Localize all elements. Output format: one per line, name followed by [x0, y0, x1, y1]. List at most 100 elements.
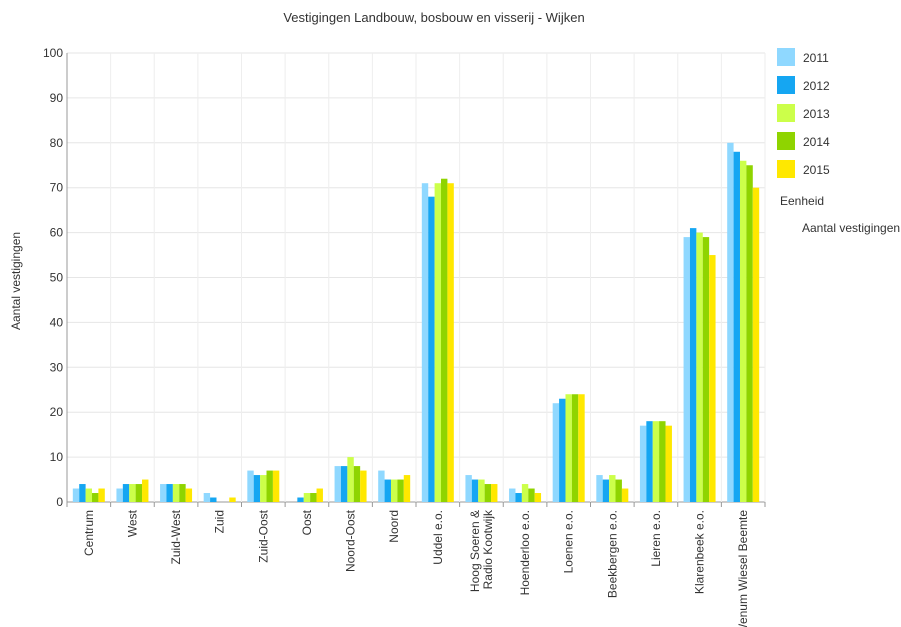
y-tick-label: 20 [50, 405, 64, 419]
y-tick-label: 60 [50, 226, 64, 240]
bar-2012-5 [297, 497, 304, 502]
x-tick-label: Lieren e.o. [649, 510, 663, 567]
bar-2012-15 [733, 151, 740, 502]
chart-title: Vestigingen Landbouw, bosbouw en visseri… [283, 10, 584, 25]
bar-2012-10 [515, 493, 522, 502]
y-tick-label: 10 [50, 450, 64, 464]
bar-2011-13 [639, 425, 647, 502]
y-tick-label: 40 [50, 315, 64, 329]
bar-2014-2 [179, 484, 186, 502]
bar-2014-8 [441, 178, 448, 502]
y-tick-label: 80 [50, 136, 64, 150]
bar-2011-0 [72, 488, 80, 502]
bar-2014-7 [397, 479, 404, 502]
bar-2013-14 [696, 232, 703, 502]
bar-2015-6 [360, 470, 367, 502]
x-tick-label: Zuid-West [169, 509, 183, 564]
legend-unit-heading: Eenheid [780, 194, 824, 208]
x-tick-label: Hoenderloo e.o. [518, 510, 532, 595]
bar-2013-11 [565, 394, 572, 502]
bar-2011-7 [378, 470, 385, 502]
bar-2015-13 [665, 425, 672, 502]
legend-swatch-2014 [777, 132, 795, 150]
x-tick-labels: Centrum West Zuid-West Zuid Zuid-Oost Oost Noo… [82, 509, 750, 627]
legend-swatch-2013 [777, 104, 795, 122]
bar-2014-13 [659, 421, 666, 502]
bar-2012-13 [646, 421, 653, 502]
bar-2012-8 [428, 196, 435, 502]
bar-2015-7 [403, 475, 411, 502]
bar-2015-1 [142, 479, 149, 502]
bar-2012-7 [384, 479, 391, 502]
y-axis-title: Aantal vestigingen [9, 232, 23, 330]
bar-2011-11 [552, 403, 560, 502]
bar-2013-13 [652, 421, 660, 502]
bar-2012-11 [559, 398, 566, 502]
y-tick-label: 90 [50, 91, 64, 105]
bar-2015-2 [185, 488, 193, 502]
y-tick-label: 70 [50, 181, 64, 195]
x-tick-label: Oost [300, 509, 314, 535]
bar-2013-6 [347, 457, 354, 502]
legend-swatch-2015 [777, 160, 795, 178]
bar-2013-7 [390, 479, 398, 502]
bar-2012-6 [340, 466, 348, 502]
bar-2015-4 [272, 470, 280, 502]
bar-2011-6 [334, 466, 341, 502]
bar-2011-8 [421, 183, 429, 502]
bar-2014-1 [135, 484, 143, 502]
bar-2014-4 [266, 470, 273, 502]
x-tick-label: Klarenbeek e.o. [693, 510, 707, 594]
bar-2011-14 [683, 237, 690, 502]
x-tick-label: Zuid [213, 510, 227, 533]
bar-2013-12 [609, 475, 616, 502]
x-tick-label: Wenum Wiesel Beemte [736, 510, 750, 627]
x-tick-label: West [125, 509, 139, 537]
bar-2012-9 [471, 479, 479, 502]
bar-2015-11 [578, 394, 585, 502]
bar-2013-15 [739, 160, 747, 502]
bar-2013-1 [129, 484, 136, 502]
bar-2015-9 [491, 484, 498, 502]
bar-2012-4 [253, 475, 261, 502]
legend-label-2013: 2013 [803, 107, 830, 121]
bar-2014-14 [702, 237, 710, 502]
bar-2014-6 [353, 466, 361, 502]
bar-2015-14 [709, 255, 716, 502]
bar-2014-0 [92, 493, 99, 502]
x-tick-label: Centrum [82, 510, 96, 556]
x-tick-label: Noord [387, 510, 401, 543]
bar-2011-15 [727, 142, 734, 503]
bar-2013-2 [172, 484, 180, 502]
bar-2012-1 [122, 484, 130, 502]
bar-2011-9 [465, 475, 472, 502]
axes [66, 53, 766, 507]
bar-2011-4 [247, 470, 254, 502]
bar-2012-14 [689, 228, 697, 503]
bar-2013-9 [478, 479, 485, 502]
bar-2011-3 [203, 493, 211, 502]
bar-2014-9 [484, 484, 492, 502]
bar-2011-1 [116, 488, 123, 502]
bar-2015-10 [534, 493, 542, 502]
legend-label-2014: 2014 [803, 135, 830, 149]
bar-2013-0 [85, 488, 93, 502]
bar-2015-0 [98, 488, 105, 502]
x-tick-label: Noord-Oost [344, 509, 358, 572]
bar-2012-2 [166, 484, 173, 502]
x-tick-label: Loenen e.o. [562, 510, 576, 573]
x-tick-label: Uddel e.o. [431, 510, 445, 565]
x-tick-label: Radio Kootwijk [481, 509, 495, 589]
y-tick-label: 100 [43, 46, 63, 60]
legend-swatch-2012 [777, 76, 795, 94]
bar-2015-8 [447, 183, 454, 502]
bar-2014-15 [746, 165, 753, 502]
bar-2012-12 [602, 479, 610, 502]
y-tick-label: 30 [50, 360, 64, 374]
x-tick-label: Hoog Soeren & [468, 510, 482, 592]
legend-unit-value: Aantal vestigingen [802, 221, 900, 235]
legend-label-2015: 2015 [803, 163, 830, 177]
bar-2013-5 [303, 493, 311, 502]
bar-2014-11 [571, 394, 579, 502]
